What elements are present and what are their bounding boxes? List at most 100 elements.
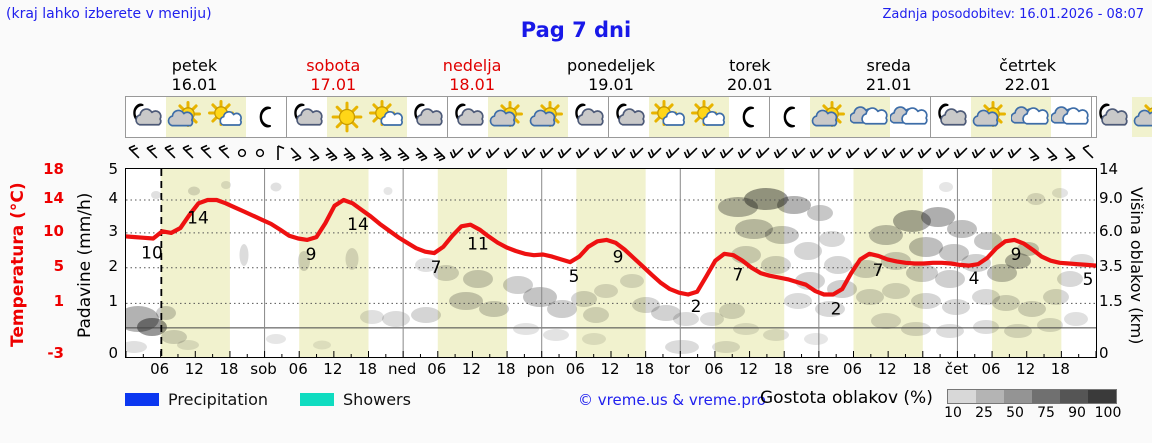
moon-cloud-icon (287, 97, 327, 137)
wind-barb (719, 147, 734, 159)
wind-barb (343, 147, 356, 162)
sun-icon (327, 97, 367, 137)
sun-cloud-small-icon (689, 97, 729, 137)
time-axis-ticks: 06 12 18 sob 06 12 18 ned 06 12 18 pon 06 12 18 tor 06 12… (125, 360, 1097, 380)
wind-barb (433, 147, 446, 162)
x-tick-label: 12 (877, 360, 897, 378)
x-tick-label: čet (944, 360, 969, 378)
wind-barb (1028, 147, 1040, 162)
temperature-extreme-label: 14 (187, 208, 209, 228)
wind-barb (325, 147, 338, 162)
wind-barb (863, 147, 878, 159)
temperature-extreme-label: 9 (306, 245, 317, 265)
day-header-1: sobota 17.01 (264, 56, 403, 96)
axes-precipitation_ticks-0: 5 (108, 160, 118, 179)
day-date: 20.01 (726, 75, 773, 94)
wind-barb (971, 147, 986, 159)
axes-precipitation_ticks-2: 3 (108, 221, 118, 240)
cloud-height-axis-title: Višina oblakov (km) (1127, 186, 1146, 345)
wind-barb (845, 147, 860, 159)
wind-barb (485, 147, 500, 159)
wind-barb (237, 148, 247, 158)
sun-cloud-small-icon (206, 97, 246, 137)
day-date: 16.01 (171, 75, 218, 94)
moon-icon (729, 97, 769, 137)
x-tick-label: 06 (150, 360, 170, 378)
cloud-density-colorbar (947, 389, 1117, 404)
wind-barb (521, 147, 536, 159)
day-header-4: torek 20.01 (680, 56, 819, 96)
day-icons-0 (126, 97, 287, 137)
cloud-icon (850, 97, 890, 137)
wind-barb (255, 148, 265, 158)
wind-barb (899, 147, 914, 159)
day-date: 21.01 (865, 75, 912, 94)
temperature-axis-title: Temperatura (°C) (8, 182, 28, 348)
day-header-3: ponedeljek 19.01 (542, 56, 681, 96)
page-title: Pag 7 dni (520, 18, 632, 42)
showers-swatch (300, 392, 335, 406)
sun-cloud-icon (810, 97, 850, 137)
axes-temperature_ticks-3: 5 (53, 256, 64, 275)
cloud-density-field (126, 181, 1094, 354)
wind-barb (629, 147, 644, 159)
daylight-band (714, 169, 785, 357)
axes-temperature_ticks-4: 1 (53, 292, 64, 311)
axes-temperature_ticks-0: 18 (43, 160, 64, 179)
wind-barb (449, 147, 464, 159)
precipitation-legend-label: Precipitation (168, 389, 269, 409)
sun-cloud-icon (971, 97, 1011, 137)
temperature-extreme-label: 2 (831, 299, 842, 319)
temperature-extreme-label: 7 (431, 258, 442, 278)
temperature-extreme-label: 9 (1011, 245, 1022, 265)
sun-cloud-icon (488, 97, 528, 137)
x-tick-label: pon (526, 360, 555, 378)
wind-barb (701, 147, 716, 159)
cloud-density-legend-title: Gostota oblakov (%) (760, 388, 933, 408)
sun-cloud-small-icon (367, 97, 407, 137)
axes-temperature_ticks-2: 10 (43, 221, 64, 240)
day-icons-2 (448, 97, 609, 137)
temperature-extreme-label: 2 (691, 297, 702, 317)
x-tick-label: 12 (600, 360, 620, 378)
wind-barb (467, 147, 482, 159)
wind-barb (128, 144, 140, 159)
wind-barb (881, 147, 896, 159)
x-tick-label: 18 (635, 360, 655, 378)
moon-cloud-icon (448, 97, 488, 137)
daylight-band (160, 169, 230, 357)
temperature-extreme-label: 10 (141, 243, 163, 263)
axes-precipitation_ticks-3: 2 (108, 256, 118, 275)
sun-cloud-icon (166, 97, 206, 137)
x-tick-label: 06 (704, 360, 724, 378)
day-date: 17.01 (310, 75, 357, 94)
wind-barb (415, 147, 428, 162)
wind-barb (379, 147, 392, 162)
temperature-extreme-label: 7 (733, 266, 744, 286)
wind-barb (827, 147, 842, 159)
x-tick-label: 06 (842, 360, 863, 378)
wind-barb (1046, 147, 1058, 162)
wind-barb (1082, 144, 1094, 159)
temperature-extreme-label: 4 (969, 269, 980, 289)
precipitation-axis-title: Padavine (mm/h) (75, 192, 95, 338)
x-tick-label: 06 (427, 360, 447, 378)
cloud-density-tick: 25 (975, 405, 993, 421)
axes-cloud_ticks-1: 9.0 (1099, 189, 1123, 208)
wind-barb (737, 147, 752, 159)
precipitation-legend: Precipitation Showers (125, 388, 443, 410)
wind-barb (611, 147, 626, 159)
wind-barb (146, 144, 158, 159)
wind-barb (935, 147, 950, 159)
day-icons-1 (287, 97, 448, 137)
day-name: ponedeljek (567, 56, 655, 75)
daylight-band (437, 169, 508, 357)
location-menu-note: (kraj lahko izberete v meniju) (6, 6, 212, 22)
copyright-link[interactable]: © vreme.us & vreme.pro (578, 391, 766, 409)
moon-cloud-icon (931, 97, 971, 137)
wind-barb (953, 147, 968, 159)
x-tick-label: 06 (981, 360, 1001, 378)
axes-cloud_ticks-2: 6.0 (1099, 221, 1123, 240)
precipitation-swatch (125, 392, 159, 406)
day-icons-3 (609, 97, 770, 137)
